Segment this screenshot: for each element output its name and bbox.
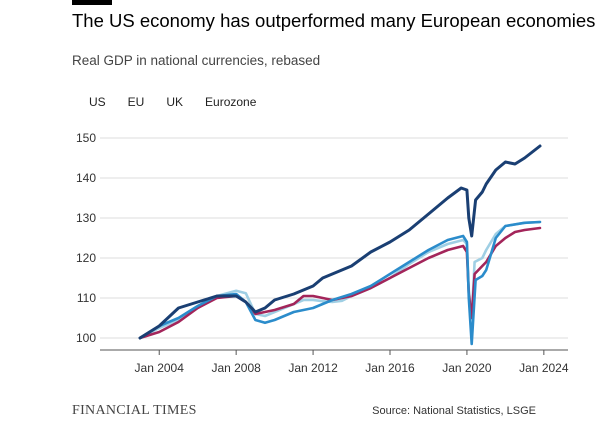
y-tick-label-120: 120: [76, 251, 96, 265]
source-note: Source: National Statistics, LSGE: [372, 405, 536, 417]
series-line-us: [138, 144, 542, 340]
series-lines: [138, 144, 542, 346]
series-line-eu: [138, 220, 542, 346]
x-tick-label-2012: Jan 2012: [288, 361, 338, 375]
chart-title: The US economy has outperformed many Eur…: [72, 10, 596, 31]
x-tick-label-2004: Jan 2004: [135, 361, 185, 375]
y-tick-label-100: 100: [76, 331, 96, 345]
series-line-uk: [138, 226, 542, 340]
x-tick-label-2020: Jan 2020: [442, 361, 492, 375]
x-axis: Jan 2004 Jan 2008 Jan 2012 Jan 2016 Jan 2020…: [100, 349, 569, 375]
chart-subtitle: Real GDP in national currencies, rebased: [72, 53, 321, 68]
legend-item-eurozone: Eurozone: [205, 95, 257, 109]
publisher-brand: FINANCIAL TIMES: [72, 403, 197, 418]
x-tick-label-2024: Jan 2024: [519, 361, 569, 375]
series-line-eurozone: [138, 220, 542, 340]
chart-legend: US EU UK Eurozone: [89, 95, 278, 109]
legend-item-us: US: [89, 95, 106, 109]
brand-top-bar: [72, 0, 112, 5]
y-tick-label-130: 130: [76, 211, 96, 225]
x-tick-label-2016: Jan 2016: [365, 361, 415, 375]
y-axis-ticks: 100 110 120 130 140 150: [76, 131, 96, 345]
y-tick-label-110: 110: [77, 291, 96, 305]
x-tick-label-2008: Jan 2008: [211, 361, 261, 375]
legend-item-eu: EU: [127, 95, 145, 109]
legend-item-uk: UK: [166, 95, 184, 109]
y-tick-label-150: 150: [76, 131, 96, 145]
y-tick-label-140: 140: [76, 171, 96, 185]
